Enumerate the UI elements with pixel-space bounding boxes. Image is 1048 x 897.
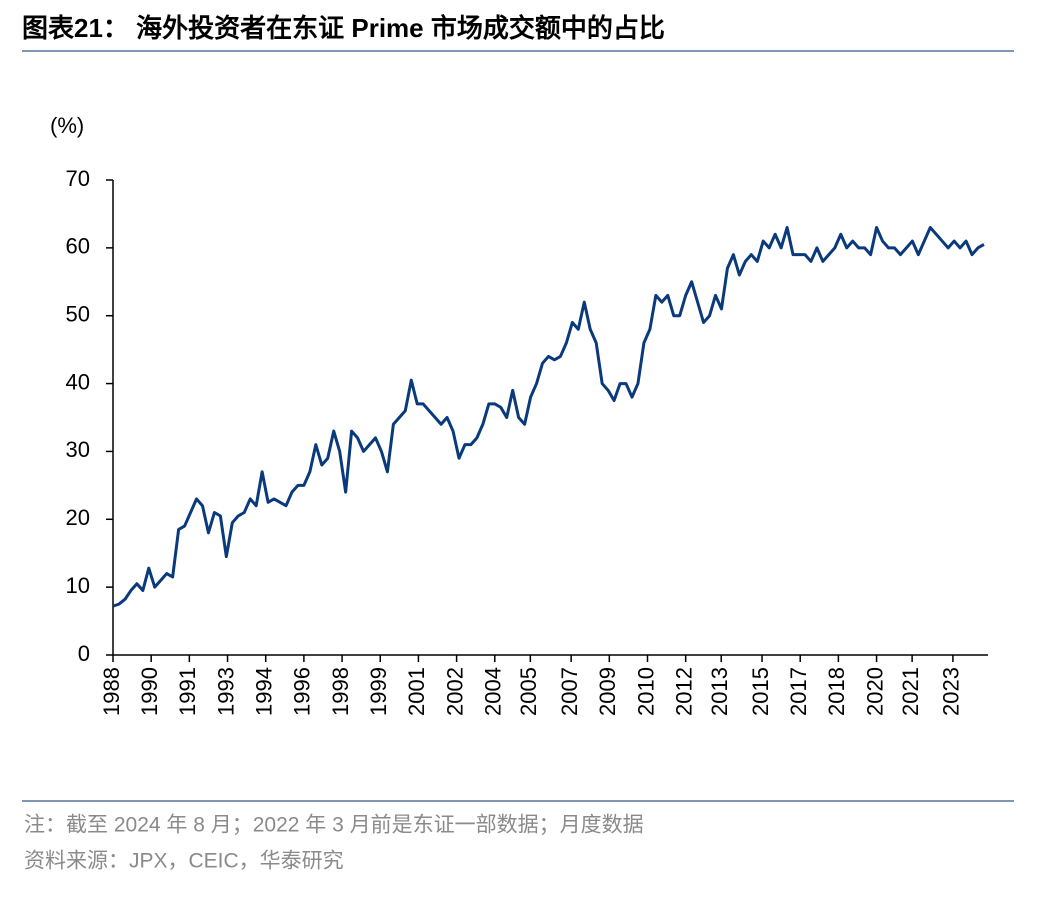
note: 注：截至 2024 年 8 月；2022 年 3 月前是东证一部数据；月度数据 xyxy=(24,814,644,837)
x-tick-label: 2018 xyxy=(824,667,849,716)
data-line xyxy=(112,226,985,608)
x-tick-label: 2001 xyxy=(404,667,429,716)
x-tick-label: 1991 xyxy=(175,667,200,716)
x-tick-label: 2002 xyxy=(442,667,467,716)
y-tick-label: 40 xyxy=(66,369,90,394)
y-tick-label: 10 xyxy=(66,573,90,598)
x-tick-label: 2015 xyxy=(748,667,773,716)
source: 资料来源：JPX，CEIC，华泰研究 xyxy=(24,850,344,873)
x-tick-label: 2020 xyxy=(862,667,887,716)
y-tick-label: 20 xyxy=(66,505,90,530)
x-tick-label: 2004 xyxy=(481,667,506,716)
x-tick-label: 1988 xyxy=(99,667,124,716)
x-tick-label: 2013 xyxy=(707,667,732,716)
x-tick-label: 1993 xyxy=(213,667,238,716)
x-tick-label: 2007 xyxy=(557,667,582,716)
y-tick-label: 60 xyxy=(66,234,90,259)
x-tick-label: 1994 xyxy=(252,667,277,716)
y-tick-label: 0 xyxy=(78,641,90,666)
x-tick-label: 2017 xyxy=(786,667,811,716)
x-tick-label: 2021 xyxy=(898,667,923,716)
x-tick-label: 2023 xyxy=(939,667,964,716)
chart-title: 图表21： 海外投资者在东证 Prime 市场成交额中的占比 xyxy=(22,13,665,43)
x-tick-label: 1999 xyxy=(366,667,391,716)
x-tick-label: 1996 xyxy=(290,667,315,716)
y-axis-label: (%) xyxy=(50,113,84,138)
x-tick-label: 1998 xyxy=(328,667,353,716)
x-tick-label: 2005 xyxy=(516,667,541,716)
x-tick-label: 2009 xyxy=(595,667,620,716)
x-tick-label: 2012 xyxy=(671,667,696,716)
x-tick-label: 1990 xyxy=(137,667,162,716)
y-tick-label: 30 xyxy=(66,437,90,462)
x-tick-label: 2010 xyxy=(633,667,658,716)
y-tick-label: 70 xyxy=(66,166,90,191)
y-tick-label: 50 xyxy=(66,302,90,327)
